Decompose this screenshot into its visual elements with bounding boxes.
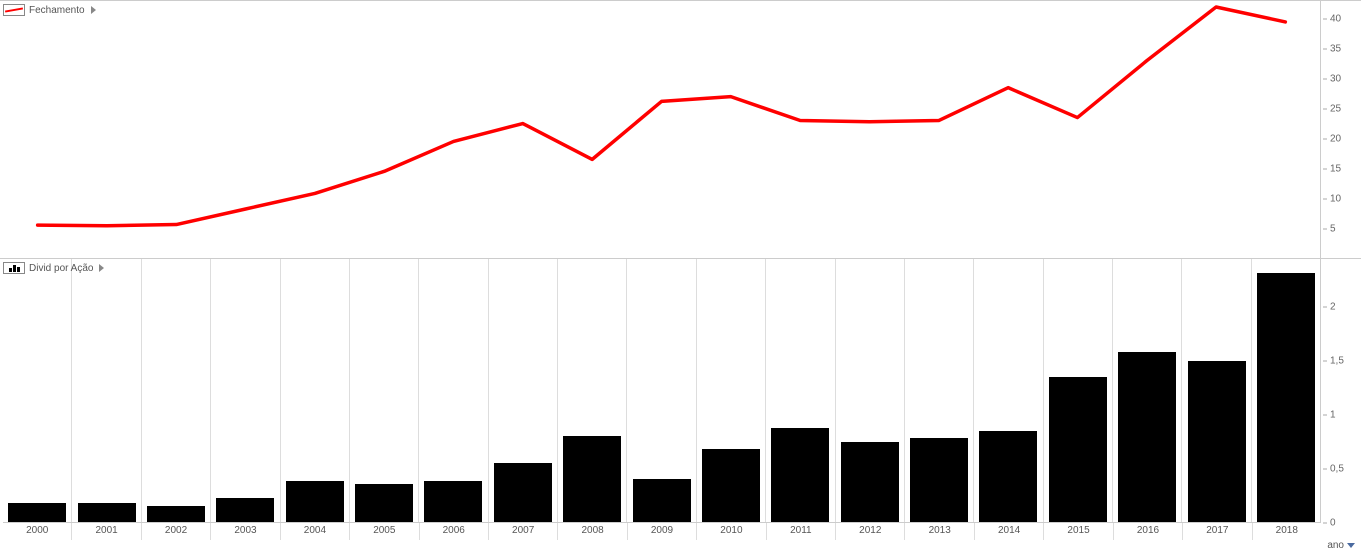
chevron-right-icon bbox=[99, 264, 104, 272]
line-legend-label: Fechamento bbox=[29, 5, 85, 16]
x-tick: 2006 bbox=[419, 523, 488, 540]
bar-slot bbox=[71, 259, 140, 522]
bar bbox=[147, 506, 205, 522]
y-tick: 10 bbox=[1323, 194, 1341, 205]
line-legend-swatch bbox=[3, 4, 25, 16]
x-tick: 2009 bbox=[627, 523, 696, 540]
x-tick: 2015 bbox=[1043, 523, 1112, 540]
x-tick: 2005 bbox=[349, 523, 418, 540]
line-plot-area bbox=[3, 1, 1321, 258]
y-tick: 15 bbox=[1323, 164, 1341, 175]
y-tick: 30 bbox=[1323, 74, 1341, 85]
x-tick: 2016 bbox=[1113, 523, 1182, 540]
x-tick: 2003 bbox=[210, 523, 279, 540]
bar bbox=[1118, 352, 1176, 522]
x-axis: 2000200120022003200420052006200720082009… bbox=[3, 522, 1321, 540]
bar-slot bbox=[1112, 259, 1181, 522]
timescale-selector[interactable]: ano bbox=[0, 540, 1361, 554]
bar bbox=[8, 503, 66, 522]
bar-slot bbox=[973, 259, 1042, 522]
x-tick: 2012 bbox=[835, 523, 904, 540]
bar bbox=[494, 463, 552, 522]
bar bbox=[1188, 361, 1246, 522]
x-tick: 2010 bbox=[696, 523, 765, 540]
bar bbox=[1257, 273, 1315, 522]
line-y-axis: 5 10 15 20 25 30 35 40 bbox=[1323, 1, 1361, 258]
bar-slot bbox=[835, 259, 904, 522]
bar-slot bbox=[904, 259, 973, 522]
bar-slot bbox=[626, 259, 695, 522]
bar-slot bbox=[349, 259, 418, 522]
y-tick: 20 bbox=[1323, 134, 1341, 145]
bar bbox=[1049, 377, 1107, 522]
bar-y-axis: 00,511,52 bbox=[1323, 259, 1361, 522]
line-series bbox=[3, 1, 1320, 258]
x-tick: 2017 bbox=[1182, 523, 1251, 540]
bar-legend[interactable]: Divid por Ação bbox=[3, 262, 104, 274]
bar-slot bbox=[1251, 259, 1320, 522]
x-tick: 2004 bbox=[280, 523, 349, 540]
bar-slot bbox=[557, 259, 626, 522]
bar bbox=[216, 498, 274, 522]
x-tick: 2018 bbox=[1252, 523, 1321, 540]
y-tick: 25 bbox=[1323, 104, 1341, 115]
bar bbox=[424, 481, 482, 522]
bar-slot bbox=[141, 259, 210, 522]
bar-slot bbox=[1181, 259, 1250, 522]
bar bbox=[78, 503, 136, 522]
bar-slot bbox=[488, 259, 557, 522]
line-legend[interactable]: Fechamento bbox=[3, 4, 96, 16]
bar-slot bbox=[418, 259, 487, 522]
y-tick: 1 bbox=[1323, 410, 1336, 421]
x-tick: 2008 bbox=[557, 523, 626, 540]
y-tick: 40 bbox=[1323, 14, 1341, 25]
bar-slot bbox=[280, 259, 349, 522]
bar bbox=[286, 481, 344, 522]
y-tick: 5 bbox=[1323, 224, 1336, 235]
chevron-right-icon bbox=[91, 6, 96, 14]
y-tick: 0 bbox=[1323, 518, 1336, 529]
bar-slot bbox=[1043, 259, 1112, 522]
bar-slot bbox=[3, 259, 71, 522]
y-tick: 35 bbox=[1323, 44, 1341, 55]
bar-slot bbox=[765, 259, 834, 522]
x-tick: 2014 bbox=[974, 523, 1043, 540]
bar-legend-label: Divid por Ação bbox=[29, 263, 93, 274]
bar bbox=[771, 428, 829, 522]
y-tick: 2 bbox=[1323, 302, 1336, 313]
timescale-label: ano bbox=[1327, 540, 1344, 551]
chart-container: Fechamento 510152025303540 Divid por Açã… bbox=[0, 0, 1361, 554]
x-tick: 2000 bbox=[3, 523, 71, 540]
x-tick: 2001 bbox=[71, 523, 140, 540]
bar-chart-panel: Divid por Ação 00,511,52 bbox=[0, 258, 1361, 522]
line-chart-panel: Fechamento 5 10 15 20 25 30 35 40 bbox=[0, 0, 1361, 258]
bar-slot bbox=[210, 259, 279, 522]
bar bbox=[563, 436, 621, 522]
x-tick: 2013 bbox=[904, 523, 973, 540]
bar-legend-swatch bbox=[3, 262, 25, 274]
bar bbox=[355, 484, 413, 522]
bar bbox=[702, 449, 760, 522]
bar bbox=[979, 431, 1037, 522]
bar bbox=[633, 479, 691, 522]
chevron-down-icon bbox=[1347, 543, 1355, 548]
bar bbox=[841, 442, 899, 523]
bar-plot-area bbox=[3, 259, 1321, 522]
y-tick: 0,5 bbox=[1323, 464, 1344, 475]
bar-slot bbox=[696, 259, 765, 522]
x-tick: 2011 bbox=[766, 523, 835, 540]
x-tick: 2007 bbox=[488, 523, 557, 540]
y-tick: 1,5 bbox=[1323, 356, 1344, 367]
x-tick: 2002 bbox=[141, 523, 210, 540]
bar bbox=[910, 438, 968, 522]
